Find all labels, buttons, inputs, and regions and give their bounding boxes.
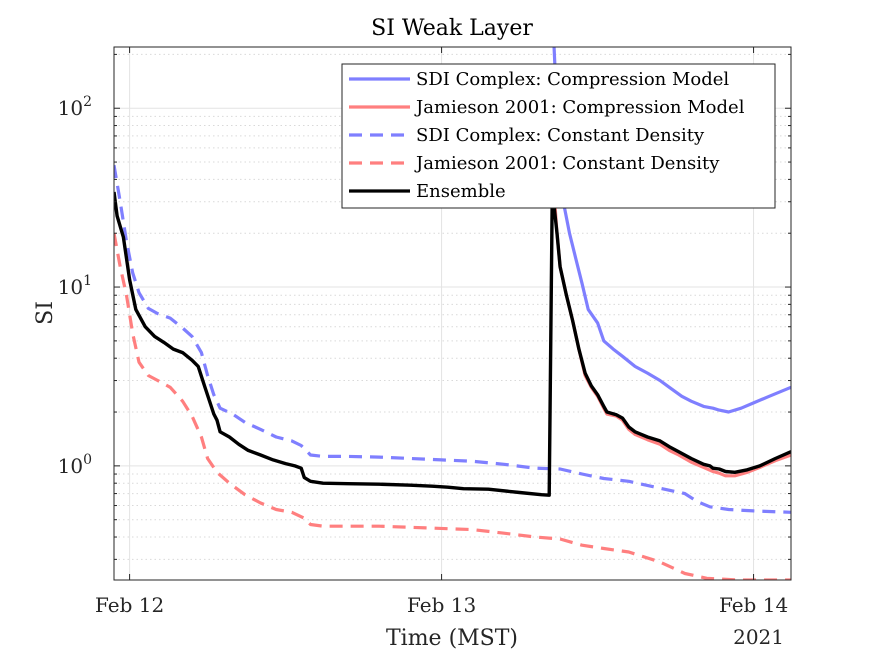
legend-label-3: SDI Complex: Constant Density	[416, 125, 705, 146]
x-tick-label: Feb 14	[719, 593, 788, 617]
y-axis-label: SI	[33, 301, 58, 325]
chart-title: SI Weak Layer	[371, 16, 533, 41]
legend-box	[341, 63, 776, 209]
x-year-label: 2021	[733, 625, 784, 649]
x-axis-label: Time (MST)	[386, 626, 518, 651]
series-line-1	[552, 47, 791, 414]
legend-label-1: SDI Complex: Compression Model	[416, 69, 729, 90]
axes-box	[113, 46, 792, 581]
series-layer	[114, 47, 791, 580]
legend-label-4: Jamieson 2001: Constant Density	[414, 153, 720, 174]
series-line-3	[114, 164, 791, 514]
legend-label-5: Ensemble	[416, 181, 506, 202]
legend-label-2: Jamieson 2001: Compression Model	[414, 97, 745, 118]
x-tick-label: Feb 13	[407, 593, 476, 617]
legend: SDI Complex: Compression Model Jamieson 2…	[341, 63, 776, 209]
series-line-5	[114, 188, 791, 497]
series-line-4	[114, 232, 791, 580]
x-tick-label: Feb 12	[95, 593, 164, 617]
